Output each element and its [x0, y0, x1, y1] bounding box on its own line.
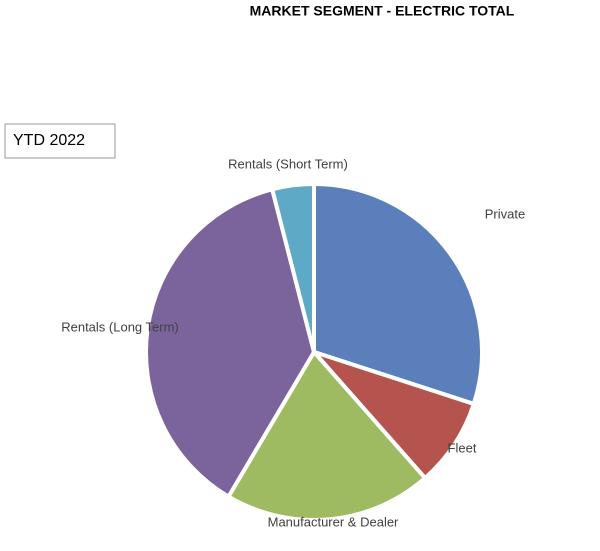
pie-slice — [312, 181, 484, 407]
annotation-box — [4, 123, 116, 159]
slice-label: Manufacturer & Dealer — [268, 514, 399, 529]
pie-slice — [225, 348, 428, 522]
slice-label: Fleet — [448, 440, 477, 455]
chart-title: MARKET SEGMENT - ELECTRIC TOTAL — [250, 3, 515, 19]
pie-slice — [144, 186, 317, 500]
pie-slice — [269, 181, 316, 353]
slice-label: Rentals (Long Term) — [61, 319, 179, 334]
annotation: YTD 2022 — [13, 132, 85, 149]
slice-label: Rentals (Short Term) — [228, 156, 348, 171]
slice-label: Private — [485, 206, 525, 221]
